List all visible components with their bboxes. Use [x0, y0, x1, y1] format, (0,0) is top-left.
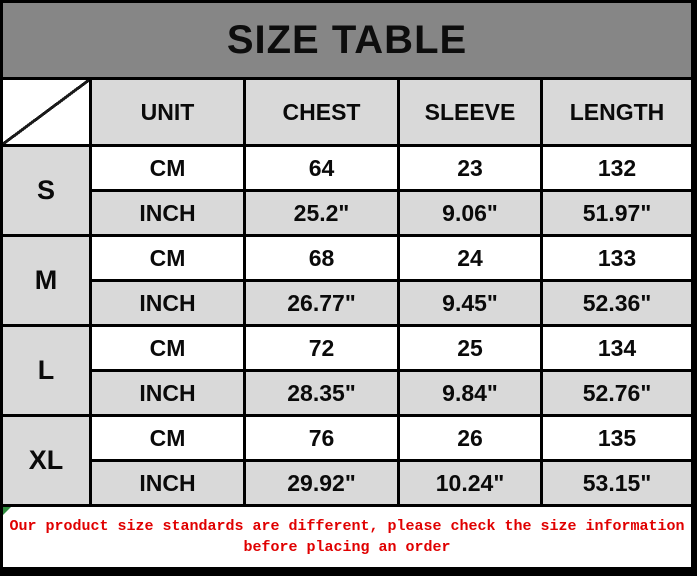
- value-s-inch-sleeve: 9.06": [400, 192, 540, 234]
- unit-cell-m-cm: CM: [92, 237, 243, 279]
- diagonal-header-cell: [3, 80, 89, 144]
- value-l-cm-length: 134: [543, 327, 691, 369]
- unit-cell-s-cm: CM: [92, 147, 243, 189]
- col-header-unit: UNIT: [92, 80, 243, 144]
- unit-cell-l-cm: CM: [92, 327, 243, 369]
- value-xl-inch-length: 53.15": [543, 462, 691, 504]
- col-header-chest: CHEST: [246, 80, 397, 144]
- value-m-cm-sleeve: 24: [400, 237, 540, 279]
- unit-cell-l-inch: INCH: [92, 372, 243, 414]
- col-header-length: LENGTH: [543, 80, 691, 144]
- value-s-cm-length: 132: [543, 147, 691, 189]
- value-s-cm-sleeve: 23: [400, 147, 540, 189]
- value-m-cm-chest: 68: [246, 237, 397, 279]
- size-note: Our product size standards are different…: [3, 507, 691, 567]
- value-l-inch-length: 52.76": [543, 372, 691, 414]
- value-xl-cm-chest: 76: [246, 417, 397, 459]
- value-m-inch-length: 52.36": [543, 282, 691, 324]
- value-xl-inch-sleeve: 10.24": [400, 462, 540, 504]
- value-s-inch-chest: 25.2": [246, 192, 397, 234]
- size-label-m: M: [3, 237, 89, 324]
- value-l-inch-sleeve: 9.84": [400, 372, 540, 414]
- value-l-cm-sleeve: 25: [400, 327, 540, 369]
- value-xl-cm-sleeve: 26: [400, 417, 540, 459]
- value-xl-inch-chest: 29.92": [246, 462, 397, 504]
- value-m-inch-chest: 26.77": [246, 282, 397, 324]
- value-s-cm-chest: 64: [246, 147, 397, 189]
- value-m-cm-length: 133: [543, 237, 691, 279]
- value-s-inch-length: 51.97": [543, 192, 691, 234]
- size-label-l: L: [3, 327, 89, 414]
- green-corner-marker-icon: [3, 507, 11, 515]
- value-l-cm-chest: 72: [246, 327, 397, 369]
- col-header-sleeve: SLEEVE: [400, 80, 540, 144]
- size-note-line2: before placing an order: [243, 539, 451, 556]
- value-l-inch-chest: 28.35": [246, 372, 397, 414]
- unit-cell-xl-cm: CM: [92, 417, 243, 459]
- unit-cell-xl-inch: INCH: [92, 462, 243, 504]
- size-label-xl: XL: [3, 417, 89, 504]
- unit-cell-s-inch: INCH: [92, 192, 243, 234]
- value-m-inch-sleeve: 9.45": [400, 282, 540, 324]
- unit-cell-m-inch: INCH: [92, 282, 243, 324]
- value-xl-cm-length: 135: [543, 417, 691, 459]
- size-note-line1: Our product size standards are different…: [9, 518, 685, 535]
- size-label-s: S: [3, 147, 89, 234]
- table-title: SIZE TABLE: [3, 3, 691, 77]
